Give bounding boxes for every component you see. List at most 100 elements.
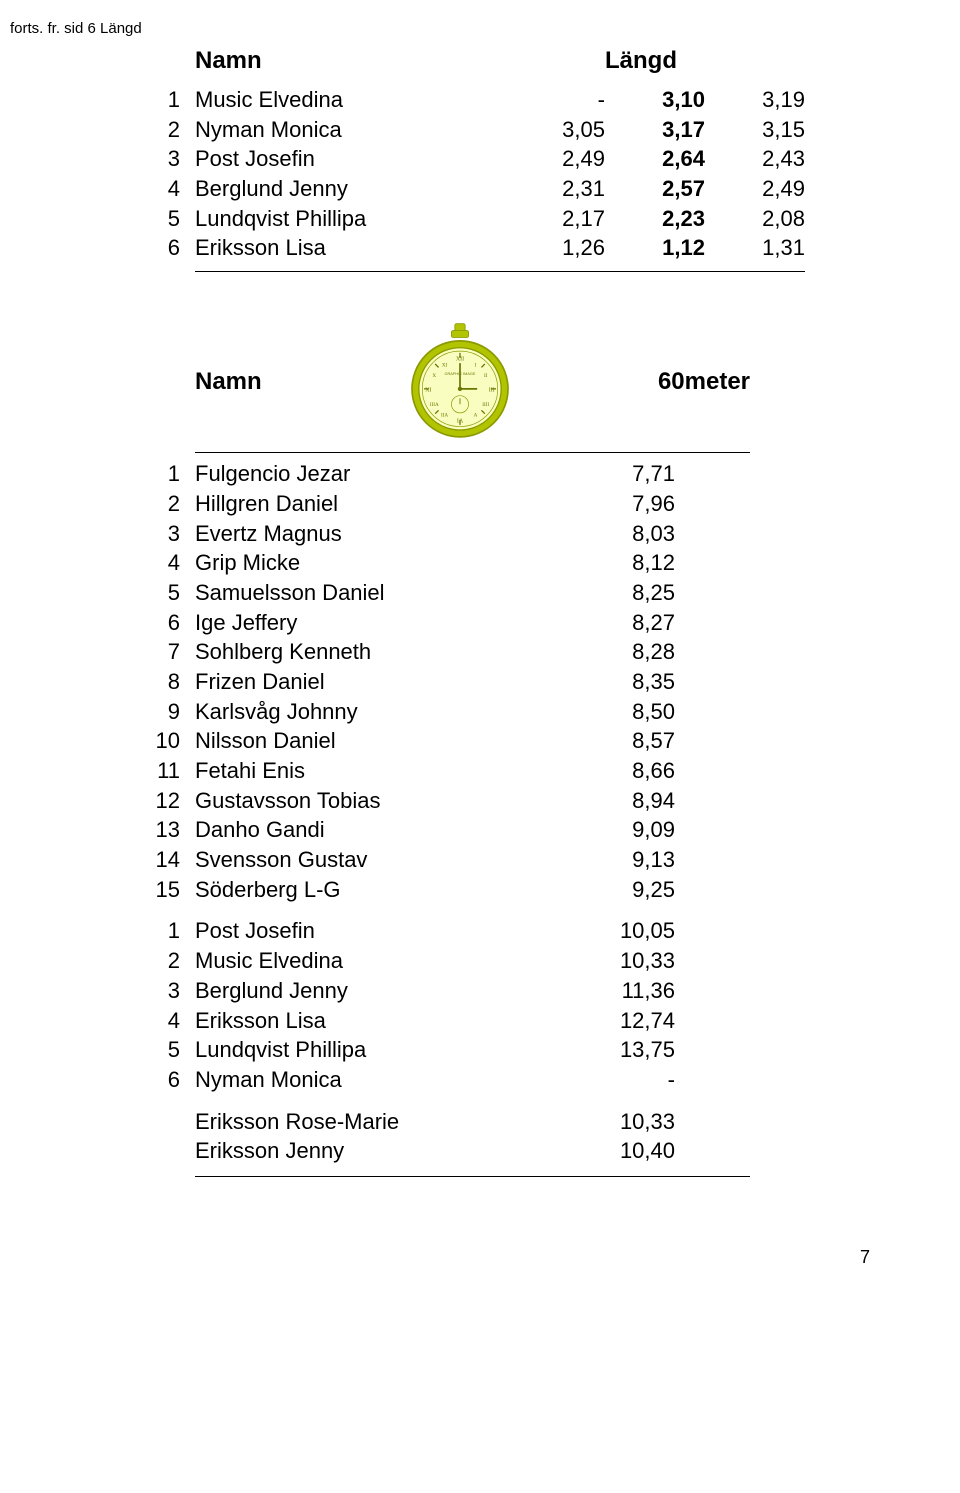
athlete-name: Evertz Magnus xyxy=(195,519,565,549)
svg-text:I: I xyxy=(474,363,476,369)
value-1: - xyxy=(505,85,605,115)
table-row: 5Lundqvist Phillipa13,75 xyxy=(140,1035,860,1065)
section2-header: Namn XII IA XI III I II XI X A IIII I xyxy=(195,322,750,442)
time-value: 10,33 xyxy=(565,946,675,976)
table-row: 1Post Josefin10,05 xyxy=(140,916,860,946)
section1-header-col: Längd xyxy=(605,47,705,75)
value-3: 2,08 xyxy=(705,204,805,234)
table-row: 2Music Elvedina10,33 xyxy=(140,946,860,976)
divider xyxy=(195,1176,750,1177)
value-3: 2,43 xyxy=(705,144,805,174)
table-row: 4Berglund Jenny2,312,572,49 xyxy=(140,174,860,204)
rank: 4 xyxy=(140,548,180,578)
table-row: 10 Nilsson Daniel8,57 xyxy=(140,726,860,756)
athlete-name: Danho Gandi xyxy=(195,815,565,845)
value-3: 3,19 xyxy=(705,85,805,115)
rank: 1 xyxy=(140,916,180,946)
athlete-name: Berglund Jenny xyxy=(195,976,565,1006)
value-1: 2,17 xyxy=(505,204,605,234)
svg-text:III: III xyxy=(489,388,495,394)
time-value: 9,09 xyxy=(565,815,675,845)
clock-icon: XII IA XI III I II XI X A IIII IIA IIIA … xyxy=(400,322,520,442)
time-value: 8,12 xyxy=(565,548,675,578)
rank: 12 xyxy=(140,786,180,816)
svg-text:X: X xyxy=(432,373,436,379)
value-best: 2,57 xyxy=(605,174,705,204)
rank: 1 xyxy=(140,459,180,489)
rank: 7 xyxy=(140,637,180,667)
rank: 3 xyxy=(140,144,180,174)
time-value: 13,75 xyxy=(565,1035,675,1065)
time-value: 9,25 xyxy=(565,875,675,905)
rank: 3 xyxy=(140,519,180,549)
rank: 6 xyxy=(140,233,180,263)
table-row: 11Fetahi Enis8,66 xyxy=(140,756,860,786)
time-value: 10,40 xyxy=(565,1136,675,1166)
table-row: 14 Svensson Gustav9,13 xyxy=(140,845,860,875)
table-row: 15Söderberg L-G9,25 xyxy=(140,875,860,905)
athlete-name: Frizen Daniel xyxy=(195,667,565,697)
athlete-name: Grip Micke xyxy=(195,548,565,578)
athlete-name: Post Josefin xyxy=(195,916,565,946)
svg-text:IA: IA xyxy=(457,418,464,424)
time-value: 9,13 xyxy=(565,845,675,875)
athlete-name: Lundqvist Phillipa xyxy=(195,1035,565,1065)
svg-text:XII: XII xyxy=(456,357,464,363)
value-best: 2,64 xyxy=(605,144,705,174)
section2-header-left: Namn xyxy=(195,368,262,396)
value-best: 3,10 xyxy=(605,85,705,115)
athlete-name: Nyman Monica xyxy=(195,1065,565,1095)
value-best: 1,12 xyxy=(605,233,705,263)
table-row: Eriksson Jenny10,40 xyxy=(140,1136,860,1166)
section1-header: Namn Längd xyxy=(140,47,860,75)
time-value: 8,03 xyxy=(565,519,675,549)
table-row: 8Frizen Daniel8,35 xyxy=(140,667,860,697)
time-value: 8,28 xyxy=(565,637,675,667)
rank: 4 xyxy=(140,1006,180,1036)
rank: 10 xyxy=(140,726,180,756)
rank: 14 xyxy=(140,845,180,875)
table-row: 3 Berglund Jenny11,36 xyxy=(140,976,860,1006)
rank: 1 xyxy=(140,85,180,115)
time-value: - xyxy=(565,1065,675,1095)
time-value: 8,50 xyxy=(565,697,675,727)
rank: 9 xyxy=(140,697,180,727)
time-value: 7,96 xyxy=(565,489,675,519)
athlete-name: Eriksson Lisa xyxy=(195,233,505,263)
divider xyxy=(195,271,805,272)
athlete-name: Sohlberg Kenneth xyxy=(195,637,565,667)
rank: 4 xyxy=(140,174,180,204)
time-value: 12,74 xyxy=(565,1006,675,1036)
athlete-name: Svensson Gustav xyxy=(195,845,565,875)
rank: 11 xyxy=(140,756,180,786)
svg-text:IIIA: IIIA xyxy=(430,402,439,408)
time-value: 10,33 xyxy=(565,1107,675,1137)
athlete-name: Music Elvedina xyxy=(195,85,505,115)
rank: 2 xyxy=(140,489,180,519)
athlete-name: Karlsvåg Johnny xyxy=(195,697,565,727)
athlete-name: Nilsson Daniel xyxy=(195,726,565,756)
page-number: 7 xyxy=(140,1247,870,1268)
svg-text:IIA: IIA xyxy=(441,412,448,418)
table-row: 2Nyman Monica3,053,173,15 xyxy=(140,115,860,145)
svg-text:II: II xyxy=(484,373,488,379)
value-1: 1,26 xyxy=(505,233,605,263)
time-value: 8,35 xyxy=(565,667,675,697)
value-1: 2,31 xyxy=(505,174,605,204)
time-value: 11,36 xyxy=(565,976,675,1006)
athlete-name: Post Josefin xyxy=(195,144,505,174)
table-row: Eriksson Rose-Marie10,33 xyxy=(140,1107,860,1137)
athlete-name: Eriksson Lisa xyxy=(195,1006,565,1036)
athlete-name: Söderberg L-G xyxy=(195,875,565,905)
table-row: 7 Sohlberg Kenneth8,28 xyxy=(140,637,860,667)
table-row: 9 Karlsvåg Johnny8,50 xyxy=(140,697,860,727)
table-row: 12Gustavsson Tobias8,94 xyxy=(140,786,860,816)
section2-header-right: 60meter xyxy=(658,368,750,396)
athlete-name: Music Elvedina xyxy=(195,946,565,976)
rank: 3 xyxy=(140,976,180,1006)
athlete-name: Lundqvist Phillipa xyxy=(195,204,505,234)
athlete-name: Fetahi Enis xyxy=(195,756,565,786)
table-row: 5Samuelsson Daniel8,25 xyxy=(140,578,860,608)
time-value: 8,57 xyxy=(565,726,675,756)
rank: 13 xyxy=(140,815,180,845)
